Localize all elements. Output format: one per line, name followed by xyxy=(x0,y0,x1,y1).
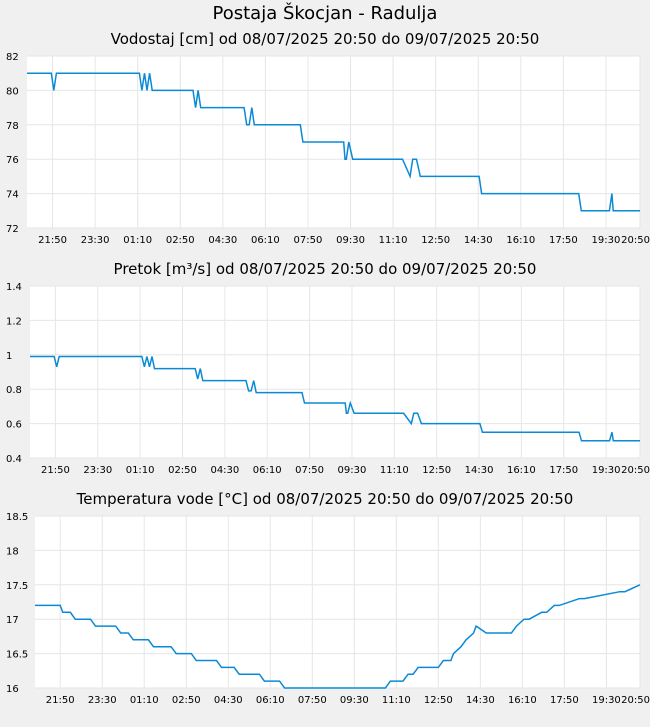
x-tick-label: 07:50 xyxy=(298,695,327,706)
x-tick-label: 09:30 xyxy=(336,235,365,246)
x-tick-label: 20:50 xyxy=(621,235,650,246)
x-tick-label: 20:50 xyxy=(621,695,650,706)
x-tick-label: 14:30 xyxy=(466,695,495,706)
y-tick-label: 0.6 xyxy=(6,420,22,431)
y-tick-label: 17 xyxy=(6,615,19,626)
x-tick-label: 06:10 xyxy=(253,465,282,476)
x-tick-label: 16:10 xyxy=(507,465,536,476)
series-line xyxy=(35,584,641,689)
temperatura-plot: 16 16.5 17 17.5 18 18.5 21:50 23:30 01:10 02:50 04… xyxy=(6,512,650,706)
x-tick-label: 11:10 xyxy=(379,235,408,246)
x-tick-label: 02:50 xyxy=(172,695,201,706)
plot-area xyxy=(35,516,640,688)
x-tick-label: 17:50 xyxy=(549,465,578,476)
y-tick-label: 76 xyxy=(6,155,19,166)
x-tick-label: 02:50 xyxy=(168,465,197,476)
chart-title: Vodostaj [cm] od 08/07/2025 20:50 do 09/… xyxy=(110,30,540,48)
x-tick-label: 01:10 xyxy=(123,235,152,246)
y-tick-label: 74 xyxy=(6,190,19,201)
x-tick-label: 11:10 xyxy=(380,465,409,476)
x-tick-label: 19:30 xyxy=(592,235,621,246)
y-tick-label: 82 xyxy=(6,52,19,63)
x-tick-label: 12:50 xyxy=(422,465,451,476)
y-tick-label: 17.5 xyxy=(6,581,28,592)
x-tick-label: 23:30 xyxy=(88,695,117,706)
series-line xyxy=(30,355,640,442)
x-tick-label: 12:50 xyxy=(424,695,453,706)
x-tick-label: 19:30 xyxy=(592,465,621,476)
y-tick-label: 18.5 xyxy=(6,512,28,523)
x-tick-label: 04:30 xyxy=(208,235,237,246)
y-tick-label: 16.5 xyxy=(6,650,28,661)
x-tick-label: 12:50 xyxy=(421,235,450,246)
x-tick-label: 04:30 xyxy=(210,465,239,476)
vodostaj-plot: 72 74 76 78 80 82 21:50 23:30 01:10 02:50 04:30 06:… xyxy=(6,52,650,246)
y-tick-label: 18 xyxy=(6,546,19,557)
plot-area xyxy=(30,286,640,458)
x-tick-label: 23:30 xyxy=(83,465,112,476)
x-tick-label: 09:30 xyxy=(338,465,367,476)
y-tick-label: 0.8 xyxy=(6,385,22,396)
x-tick-label: 23:30 xyxy=(81,235,110,246)
y-tick-label: 1.4 xyxy=(6,282,22,293)
stage: Postaja Škocjan - Radulja Vodostaj [cm] … xyxy=(6,3,650,706)
y-tick-label: 72 xyxy=(6,224,19,235)
x-tick-label: 01:10 xyxy=(126,465,155,476)
series-line xyxy=(27,72,640,212)
x-tick-label: 11:10 xyxy=(382,695,411,706)
x-tick-label: 21:50 xyxy=(38,235,67,246)
y-tick-label: 16 xyxy=(6,684,19,695)
x-tick-label: 20:50 xyxy=(621,465,650,476)
x-tick-label: 17:50 xyxy=(550,695,579,706)
chart-title: Temperatura vode [°C] od 08/07/2025 20:5… xyxy=(76,490,574,508)
y-tick-label: 80 xyxy=(6,86,19,97)
y-tick-label: 78 xyxy=(6,121,19,132)
x-tick-label: 14:30 xyxy=(465,465,494,476)
y-tick-label: 0.4 xyxy=(6,454,22,465)
x-tick-label: 07:50 xyxy=(295,465,324,476)
x-tick-label: 06:10 xyxy=(256,695,285,706)
x-tick-label: 01:10 xyxy=(130,695,159,706)
x-tick-label: 21:50 xyxy=(41,465,70,476)
x-tick-label: 06:10 xyxy=(251,235,280,246)
chart-title: Pretok [m³/s] od 08/07/2025 20:50 do 09/… xyxy=(113,260,537,278)
pretok-plot: 0.4 0.6 0.8 1 1.2 1.4 21:50 23:30 01:10 02:50 04:3… xyxy=(6,282,650,476)
x-tick-label: 04:30 xyxy=(214,695,243,706)
x-tick-label: 19:30 xyxy=(592,695,621,706)
x-tick-label: 09:30 xyxy=(340,695,369,706)
x-tick-label: 14:30 xyxy=(464,235,493,246)
x-tick-label: 16:10 xyxy=(506,235,535,246)
x-tick-label: 07:50 xyxy=(294,235,323,246)
page-title: Postaja Škocjan - Radulja xyxy=(212,3,438,24)
y-tick-label: 1.2 xyxy=(6,316,22,327)
x-tick-label: 17:50 xyxy=(549,235,578,246)
y-tick-label: 1 xyxy=(6,351,12,362)
x-tick-label: 21:50 xyxy=(46,695,75,706)
x-tick-label: 02:50 xyxy=(166,235,195,246)
x-tick-label: 16:10 xyxy=(508,695,537,706)
